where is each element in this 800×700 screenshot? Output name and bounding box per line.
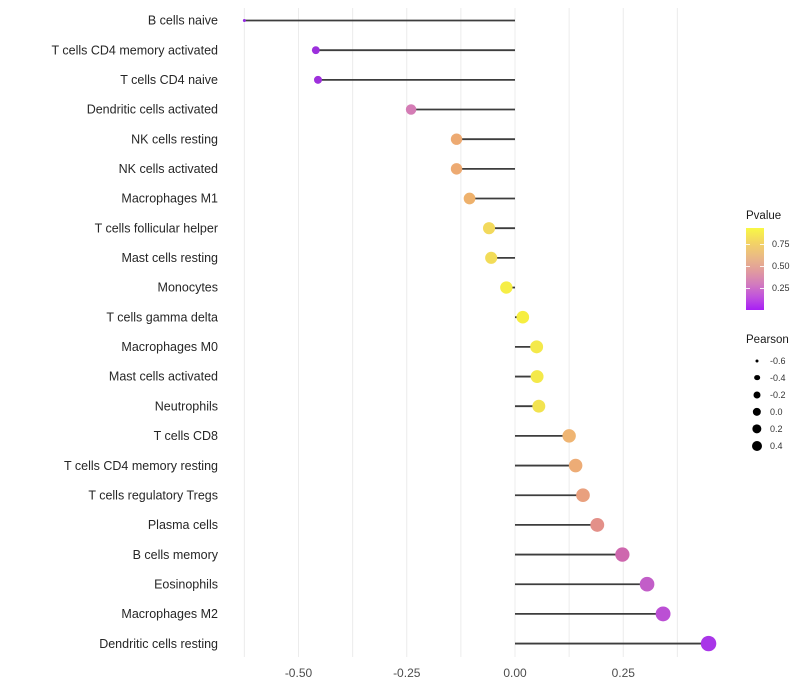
lollipop-dot xyxy=(485,251,498,264)
pvalue-colorbar-tick xyxy=(746,287,750,289)
pearson-size-label: -0.6 xyxy=(770,355,786,366)
legend-pvalue: Pvalue 0.75 0.50 0.25 xyxy=(744,210,800,310)
lollipop-dot xyxy=(311,46,320,55)
legend-pearson-entry: -0.4 xyxy=(744,369,800,386)
pvalue-tick-label: 0.25 xyxy=(772,282,790,293)
category-label: Mast cells resting xyxy=(121,251,218,265)
pvalue-tick-label: 0.75 xyxy=(772,238,790,249)
pvalue-colorbar-tick xyxy=(760,265,764,267)
legend-pearson: Pearson -0.6 -0.4 -0.2 0.0 0.2 0.4 xyxy=(744,334,800,454)
pearson-size-dot xyxy=(755,359,759,362)
pearson-size-label: -0.4 xyxy=(770,372,786,383)
legend-pearson-entries: -0.6 -0.4 -0.2 0.0 0.2 0.4 xyxy=(744,352,800,454)
lollipop-dot xyxy=(516,310,530,324)
lollipop-dot xyxy=(532,399,546,413)
lollipop-dot xyxy=(450,133,463,145)
lollipop-dot xyxy=(530,340,544,354)
category-label: T cells regulatory Tregs xyxy=(88,488,218,502)
category-label: B cells memory xyxy=(133,548,219,562)
legend-pearson-entry: 0.4 xyxy=(744,437,800,454)
lollipop-dot xyxy=(242,19,246,22)
pearson-size-dot xyxy=(754,374,760,381)
x-tick-label: -0.50 xyxy=(285,666,313,680)
category-label: Eosinophils xyxy=(154,577,218,591)
category-label: Dendritic cells activated xyxy=(87,103,218,117)
legend-pearson-entry: 0.0 xyxy=(744,403,800,420)
legend-pearson-entry: -0.2 xyxy=(744,386,800,403)
lollipop-dot xyxy=(655,606,671,622)
category-label: NK cells resting xyxy=(131,132,218,146)
pvalue-gradient-bar: 0.75 0.50 0.25 xyxy=(746,228,790,310)
lollipop-dot xyxy=(615,547,630,562)
pvalue-colorbar-tick xyxy=(760,287,764,289)
pvalue-tick-label: 0.50 xyxy=(772,260,790,271)
legend-pearson-entry: 0.2 xyxy=(744,420,800,437)
pearson-size-dot xyxy=(752,407,762,416)
x-tick-label: 0.00 xyxy=(503,666,527,680)
category-label: T cells CD8 xyxy=(154,429,218,443)
lollipop-dot xyxy=(576,488,590,503)
pvalue-colorbar-tick xyxy=(760,243,764,245)
pearson-size-dot xyxy=(752,440,762,451)
legend-pearson-title: Pearson xyxy=(746,334,789,346)
pearson-size-label: -0.2 xyxy=(770,389,786,400)
category-label: T cells CD4 naive xyxy=(120,73,218,87)
category-label: T cells follicular helper xyxy=(95,221,218,235)
pearson-size-dot xyxy=(752,423,762,434)
pearson-size-dot xyxy=(753,391,761,398)
category-label: Plasma cells xyxy=(148,518,218,532)
x-tick-label: -0.25 xyxy=(393,666,421,680)
category-label: Macrophages M0 xyxy=(121,340,218,354)
category-label: Monocytes xyxy=(158,281,218,295)
lollipop-dot xyxy=(405,104,417,115)
category-label: Macrophages M1 xyxy=(121,192,218,206)
category-label: T cells CD4 memory activated xyxy=(52,43,219,57)
lollipop-dot xyxy=(590,517,605,532)
lollipop-dot xyxy=(450,163,463,175)
lollipop-dot xyxy=(639,576,655,592)
pearson-size-label: 0.2 xyxy=(770,423,783,434)
pvalue-colorbar-tick xyxy=(746,265,750,267)
category-label: Dendritic cells resting xyxy=(99,637,218,651)
category-label: Mast cells activated xyxy=(109,370,218,384)
pearson-size-label: 0.0 xyxy=(770,406,783,417)
lollipop-dot xyxy=(500,281,513,294)
lollipop-dot xyxy=(568,458,583,473)
category-label: B cells naive xyxy=(148,14,218,28)
lollipop-dot xyxy=(313,75,322,84)
lollipop-dot xyxy=(482,222,496,235)
lollipop-dot xyxy=(530,370,544,383)
x-tick-label: 0.25 xyxy=(612,666,636,680)
lollipop-dot xyxy=(463,192,476,205)
category-label: Neutrophils xyxy=(155,399,218,413)
category-label: T cells gamma delta xyxy=(106,310,218,324)
legend-pearson-entry: -0.6 xyxy=(744,352,800,369)
legend-pvalue-title: Pvalue xyxy=(746,210,782,222)
category-label: T cells CD4 memory resting xyxy=(64,459,218,473)
category-label: Macrophages M2 xyxy=(121,607,218,621)
category-label: NK cells activated xyxy=(119,162,218,176)
pvalue-colorbar-tick xyxy=(746,243,750,245)
lollipop-dot xyxy=(562,429,576,443)
lollipop-dot xyxy=(700,635,717,652)
pearson-size-label: 0.4 xyxy=(770,440,783,451)
